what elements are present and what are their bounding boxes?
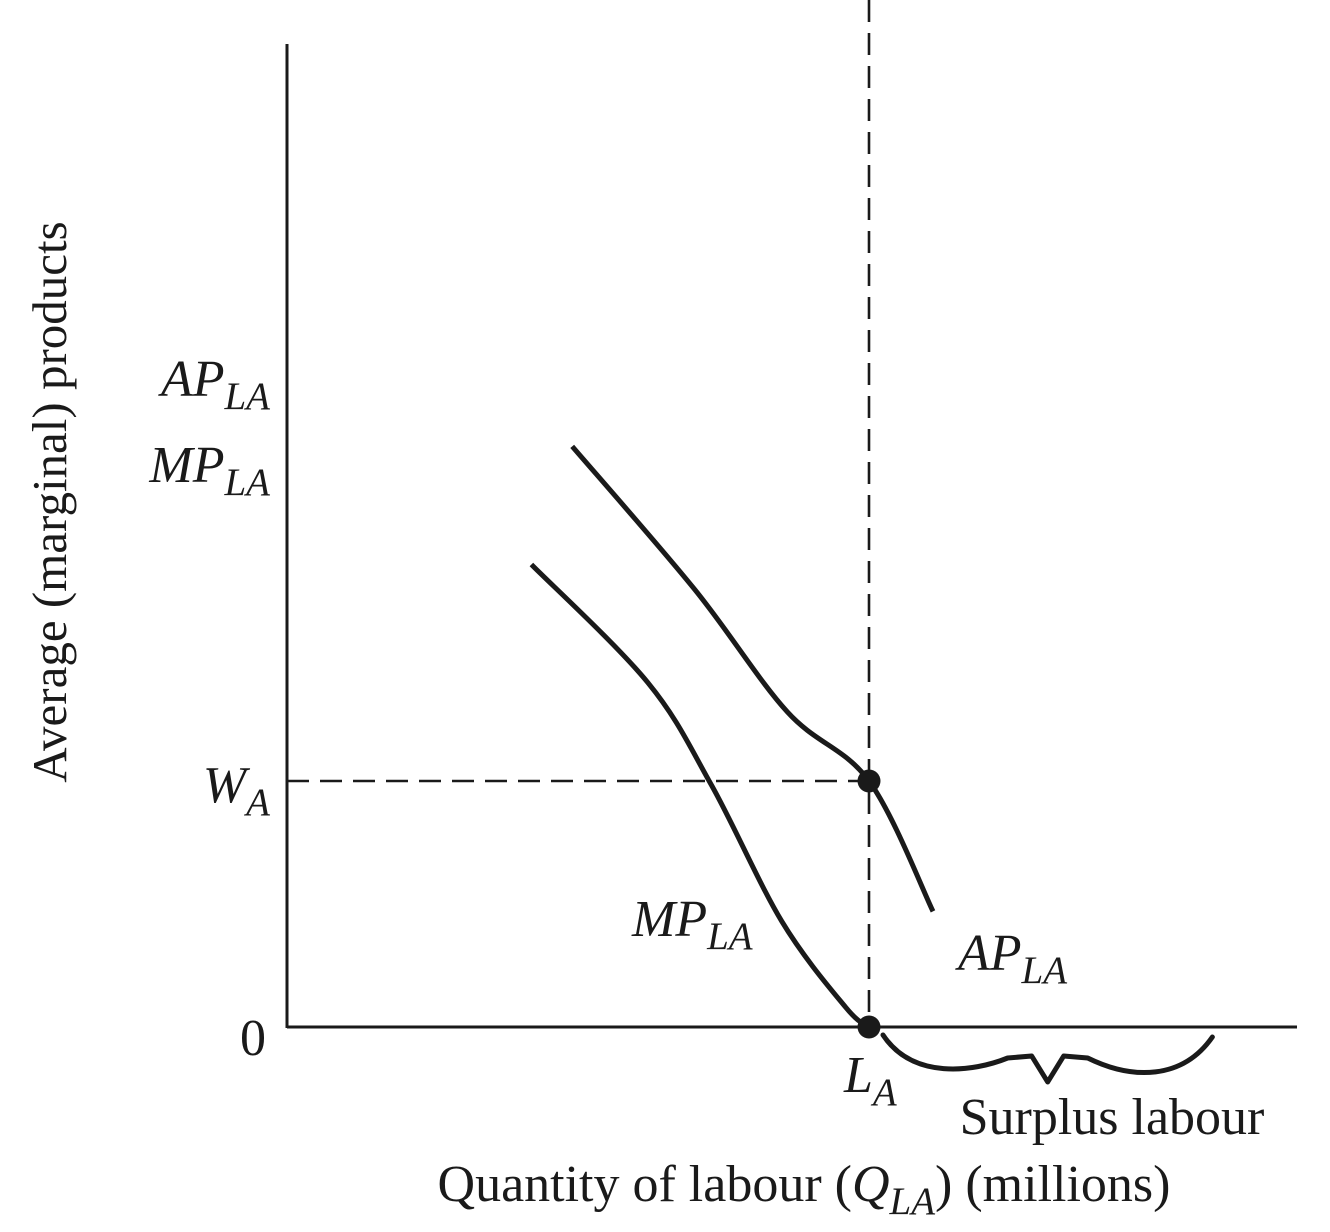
ap-curve <box>570 444 936 913</box>
series-label-ap: APLA <box>955 925 1067 992</box>
mp-curve <box>529 562 871 1030</box>
x-tick-la: LA <box>843 1047 897 1114</box>
y-tick-wage: WA <box>203 757 270 824</box>
point-la-zero <box>857 1015 881 1039</box>
y-axis-variable-ap: APLA <box>158 351 270 418</box>
x-axis-title: Quantity of labour (QLA) (millions) <box>438 1156 1171 1223</box>
series-label-mp: MPLA <box>631 891 753 958</box>
y-tick-zero: 0 <box>240 1010 266 1067</box>
y-axis-title: Average (marginal) products <box>22 221 77 782</box>
surplus-labour-brace <box>880 1032 1215 1085</box>
point-wage-ap <box>857 769 881 793</box>
plot-layer <box>285 0 1297 1085</box>
surplus-labour-label: Surplus labour <box>960 1089 1265 1146</box>
y-axis-variable-mp: MPLA <box>148 437 270 504</box>
